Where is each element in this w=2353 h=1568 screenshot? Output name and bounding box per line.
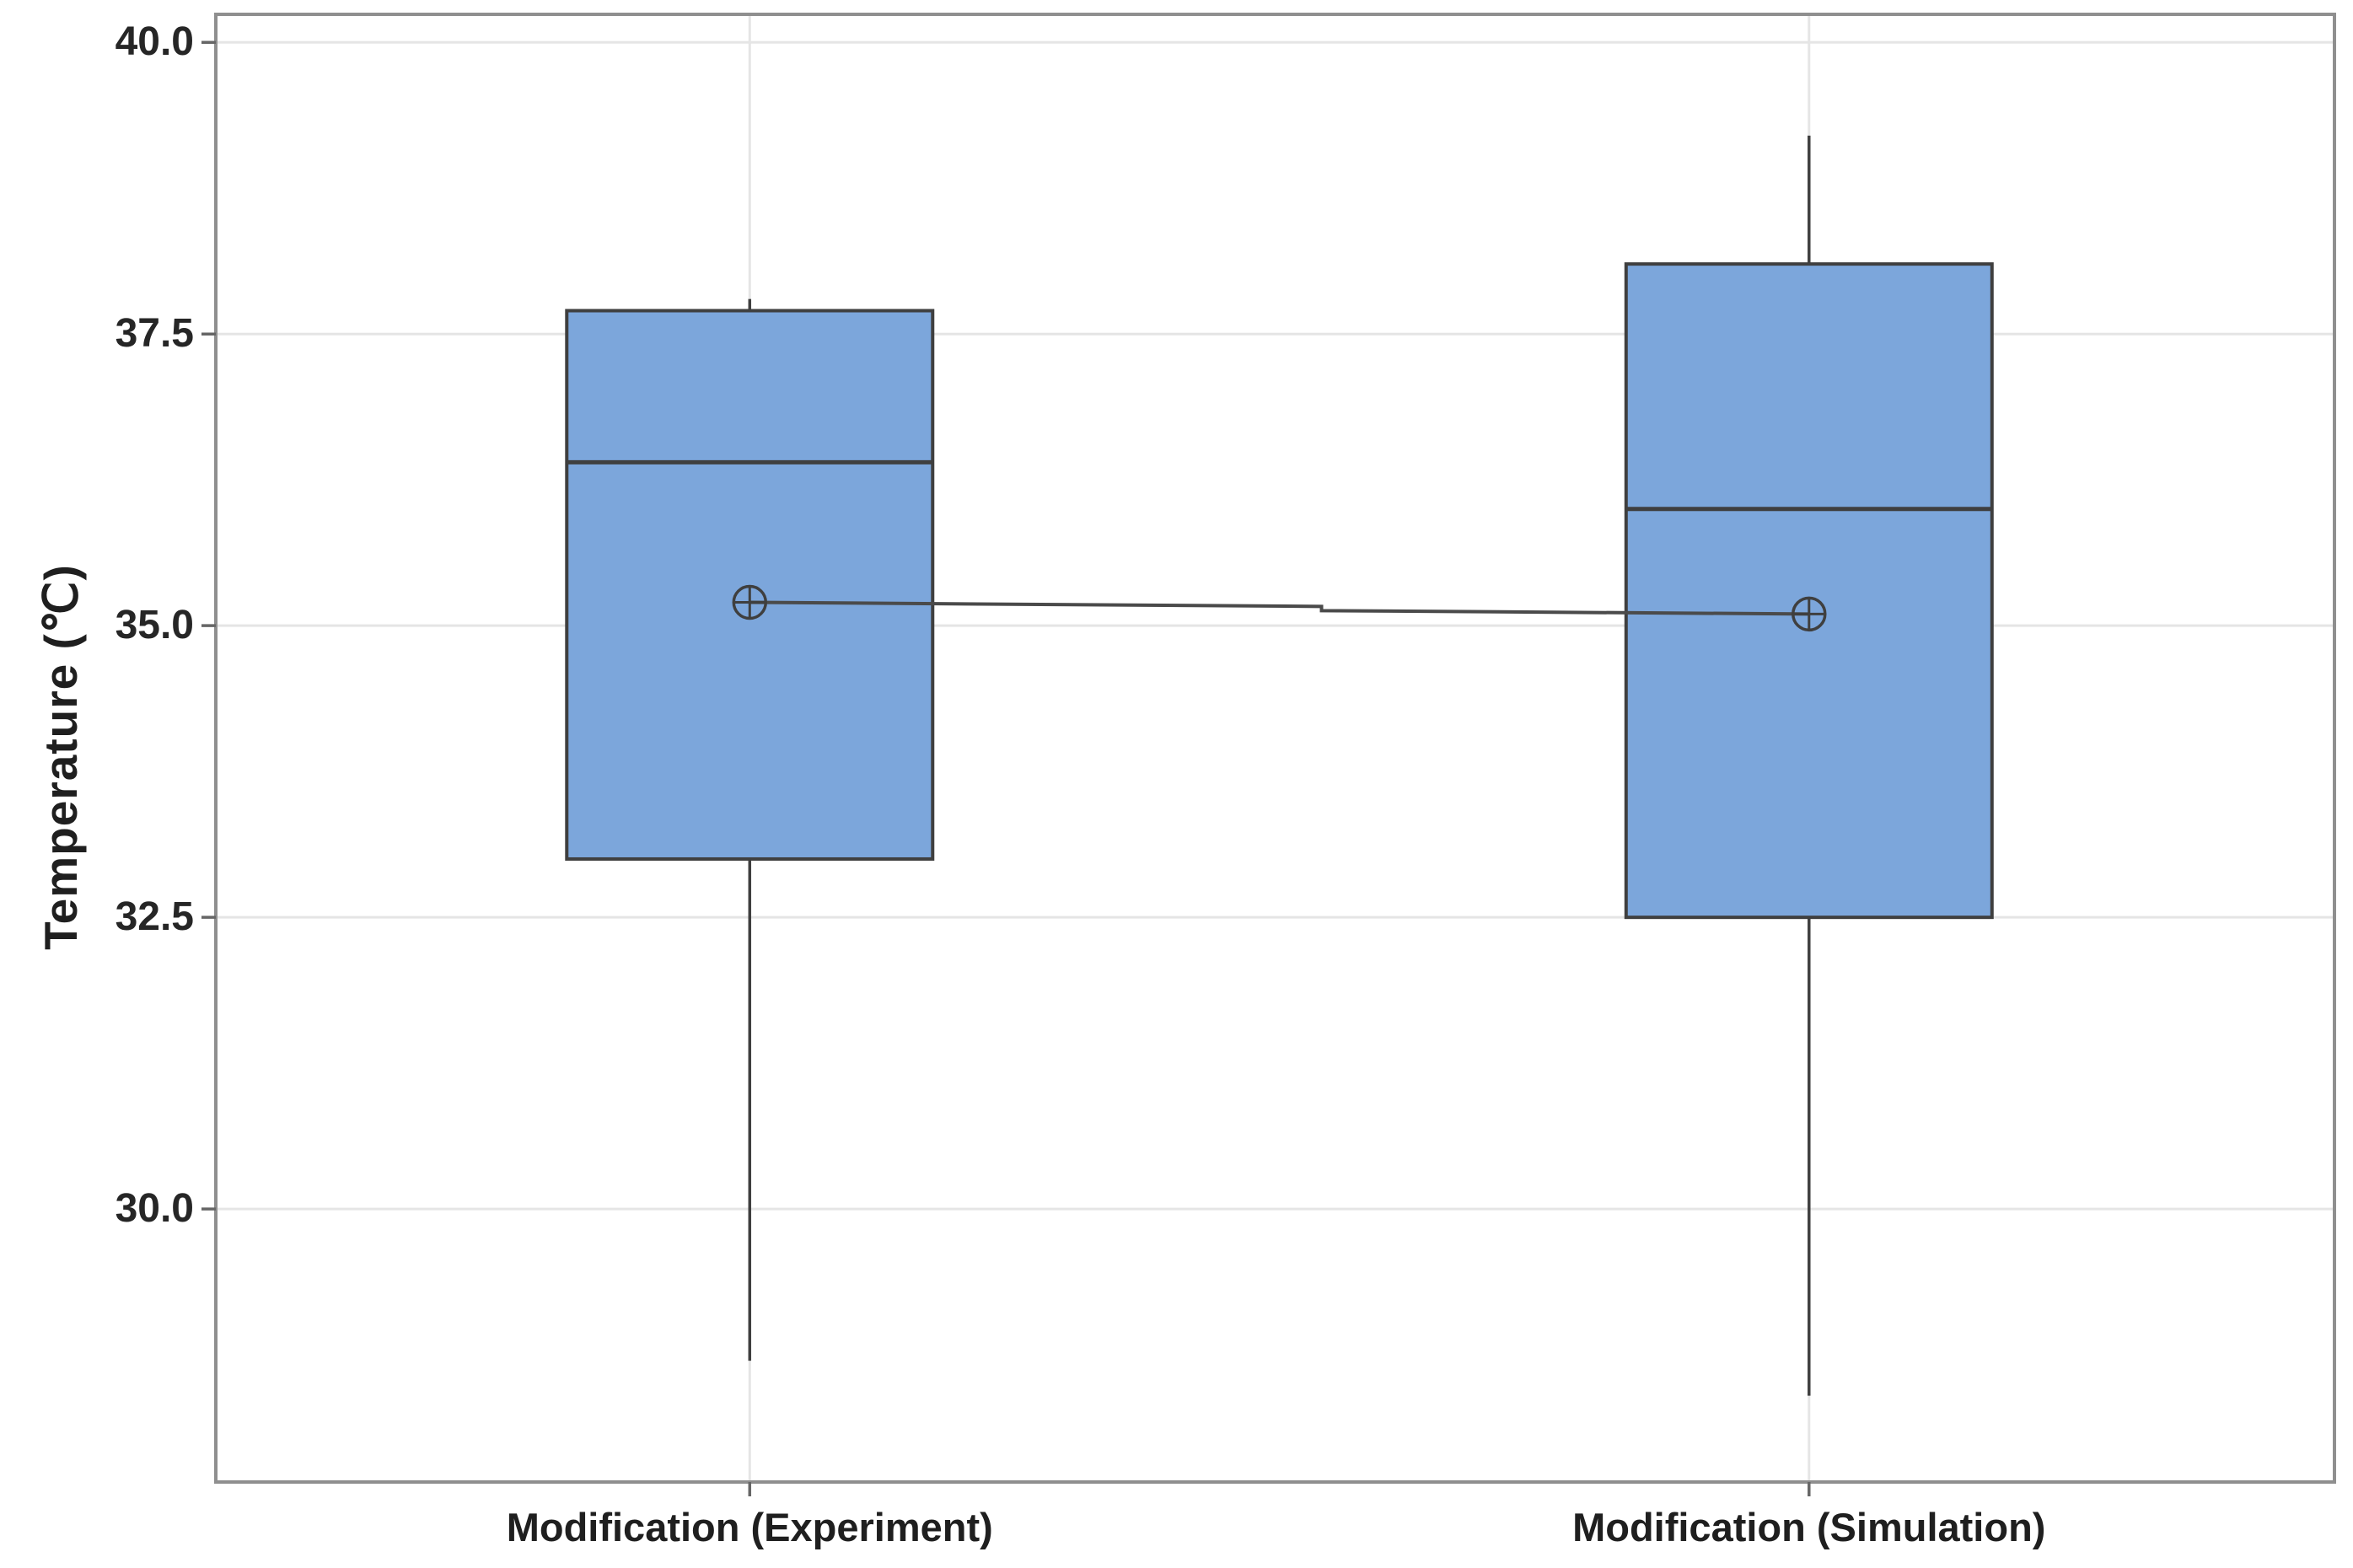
y-tick-label: 30.0 [115, 1186, 194, 1232]
iqr-box [1624, 262, 1994, 920]
iqr-box [565, 309, 935, 861]
y-tick-label: 32.5 [115, 894, 194, 940]
y-tick-label: 40.0 [115, 19, 194, 65]
mean-connector-line [749, 600, 1809, 616]
x-category-label: Modification (Experiment) [506, 1505, 993, 1549]
y-tick-label: 37.5 [115, 311, 194, 357]
plot-panel-background [216, 14, 2334, 1482]
x-category-label: Modification (Simulation) [1572, 1505, 2046, 1549]
plot-panel-border [214, 13, 2336, 1484]
y-tick-label: 35.0 [115, 603, 194, 648]
